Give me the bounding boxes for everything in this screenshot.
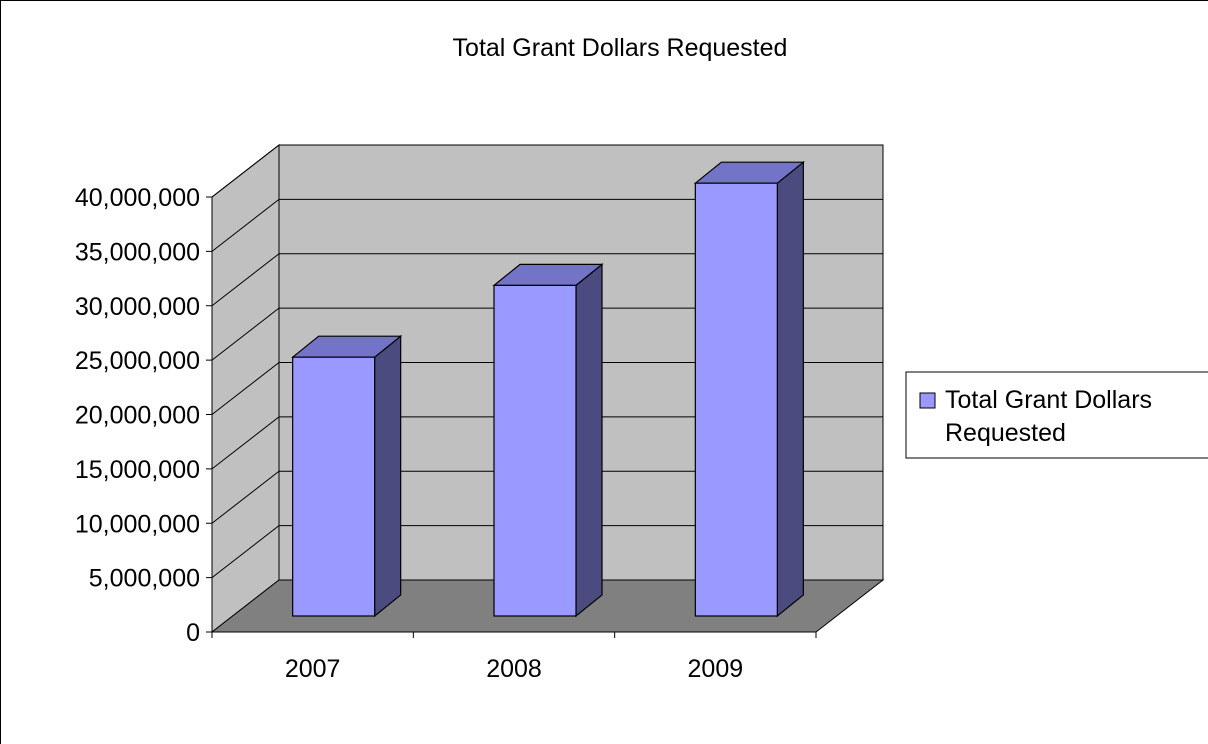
gridline [211,307,883,361]
gridline [211,470,883,524]
x-tick-label: 2007 [285,655,341,683]
y-tick-label: 0 [186,619,200,647]
bars [290,160,806,618]
gridline [211,198,883,252]
y-tick-label: 30,000,000 [75,293,200,321]
x-tick-label: 2008 [486,655,542,683]
gridlines [211,144,883,579]
bar-side-face [575,263,603,618]
gridline [211,362,883,415]
bar-front-face [292,356,376,617]
gridline [211,144,883,198]
axes [206,196,817,638]
bar-2008 [492,263,604,618]
legend-box [905,371,1208,459]
bar-2007 [290,334,403,618]
x-tick-labels: 2007 2008 2009 [285,655,743,683]
bar-2009 [693,160,806,618]
legend-label-line1: Total Grant Dollars [945,386,1152,414]
y-tick-labels: 0 5,000,000 10,000,000 15,000,000 20,000,000… [75,184,200,647]
y-tick-label: 40,000,000 [75,184,200,212]
gridline [211,253,883,307]
legend-label-line2: Requested [945,419,1066,447]
chart-title: Total Grant Dollars Requested [453,34,788,62]
bar-front-face [493,284,577,617]
y-tick-label: 25,000,000 [75,347,200,375]
bar-front-face [694,182,778,617]
y-tick-label: 5,000,000 [89,565,200,593]
legend-swatch [919,392,936,409]
bar-side-face [374,334,402,618]
x-tick-label: 2009 [688,655,744,683]
bar-side-face [776,160,804,618]
y-tick-label: 20,000,000 [75,402,200,430]
y-tick-label: 10,000,000 [75,510,200,538]
gridline [211,416,883,470]
y-tick-label: 15,000,000 [75,456,200,484]
gridline [211,525,883,579]
legend: Total Grant Dollars Requested [905,371,1208,459]
y-tick-label: 35,000,000 [75,238,200,266]
